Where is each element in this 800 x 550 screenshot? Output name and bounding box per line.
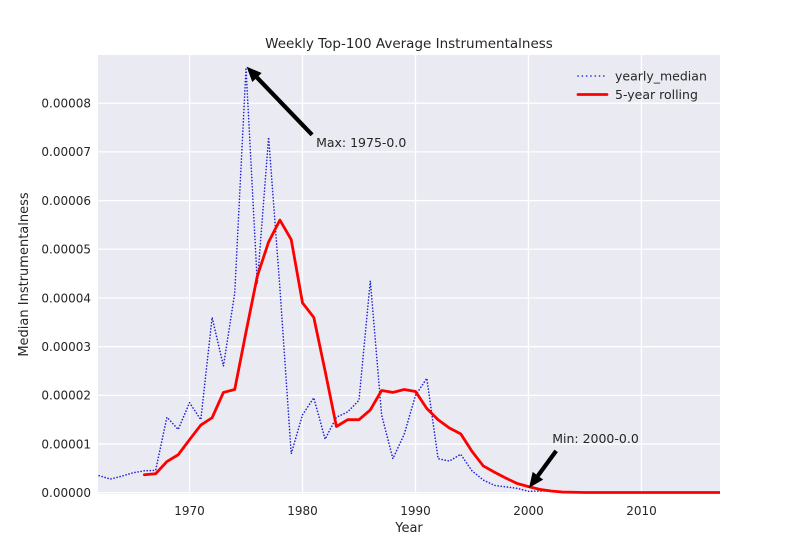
annotation-arrowhead	[529, 471, 544, 488]
y-tick-label: 0.00001	[41, 437, 91, 451]
annotation-min: Min: 2000-0.0	[529, 431, 639, 488]
annotation-max: Max: 1975-0.0	[246, 66, 406, 150]
y-tick-label: 0.00007	[41, 145, 91, 159]
chart-title: Weekly Top-100 Average Instrumentalness	[265, 36, 553, 52]
legend-item-5-year-rolling: 5-year rolling	[576, 87, 698, 102]
x-tick-label: 1990	[400, 504, 431, 518]
gridlines	[98, 55, 720, 494]
y-tick-label: 0.00002	[41, 389, 91, 403]
x-axis-label: Year	[394, 521, 423, 536]
plot-area	[98, 55, 720, 494]
x-tick-label: 1970	[174, 504, 205, 518]
y-tick-label: 0.00008	[41, 97, 91, 111]
y-axis-label: Median Instrumentalness	[17, 192, 32, 357]
legend-label: 5-year rolling	[615, 87, 698, 102]
y-tick-label: 0.00006	[41, 194, 91, 208]
series-layer	[98, 66, 720, 494]
y-tick-label: 0.00003	[41, 340, 91, 354]
x-tick-label: 2000	[513, 504, 544, 518]
annotation-label: Max: 1975-0.0	[316, 135, 406, 150]
legend-label: yearly_median	[615, 68, 707, 83]
annotation-arrow-shaft	[255, 76, 314, 137]
legend-item-yearly-median: yearly_median	[577, 68, 707, 83]
y-tick-label: 0.00000	[41, 486, 91, 500]
x-tick-label: 2010	[626, 504, 657, 518]
legend: yearly_median 5-year rolling	[576, 68, 707, 102]
annotation-arrowhead	[246, 66, 262, 83]
annotation-arrow-shaft	[536, 449, 558, 478]
annotation-label: Min: 2000-0.0	[552, 431, 639, 446]
y-tick-label: 0.00005	[41, 243, 91, 257]
y-tick-label: 0.00004	[41, 291, 91, 305]
x-tick-label: 1980	[287, 504, 318, 518]
series-5-year-rolling-line	[142, 218, 720, 494]
